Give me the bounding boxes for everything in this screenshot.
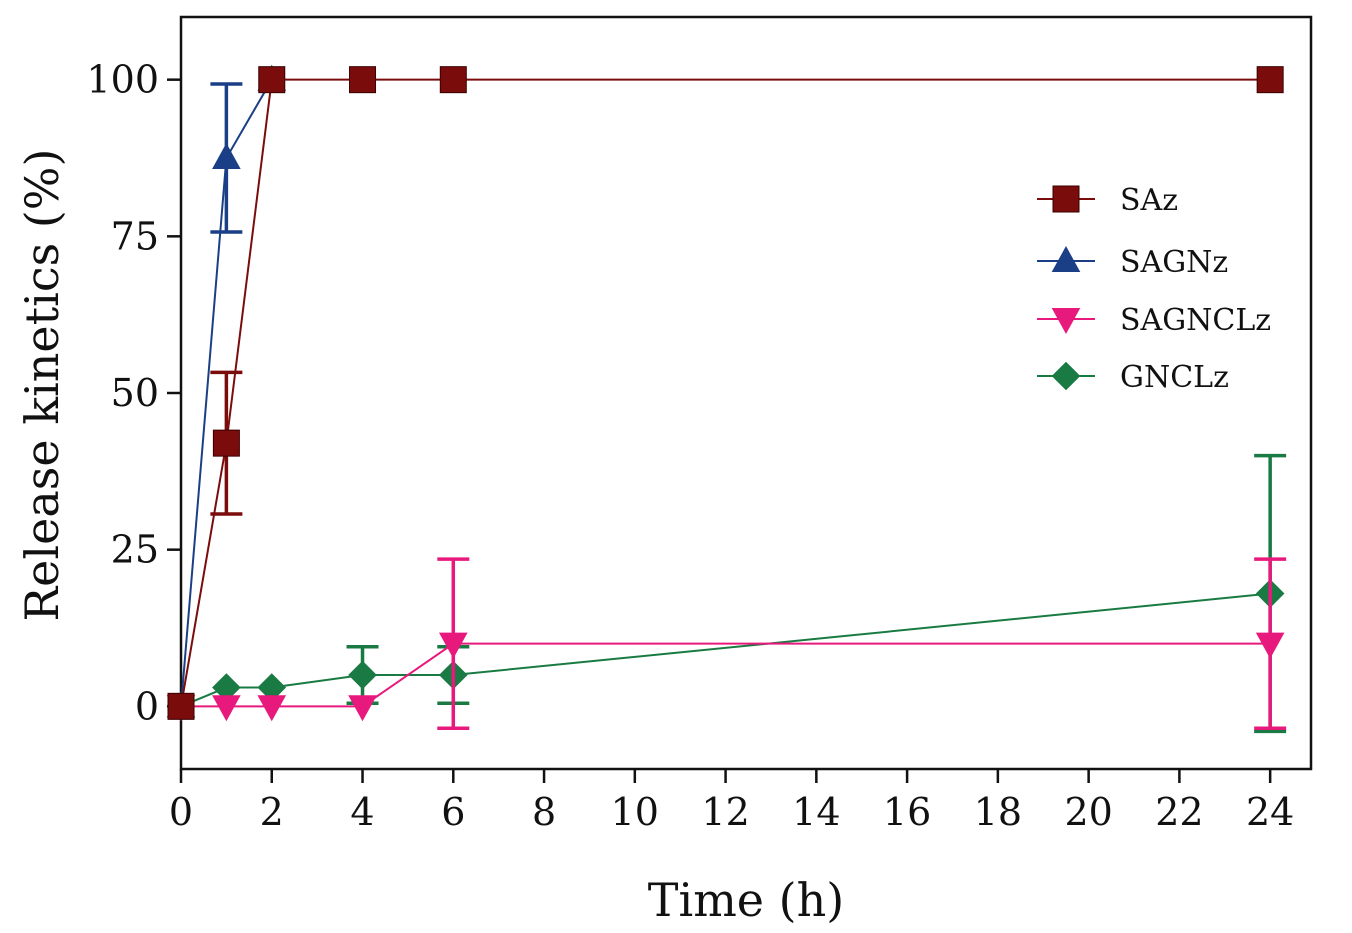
legend-marker-saz [1052, 185, 1080, 213]
y-axis-title: Release kinetics (%) [15, 149, 69, 622]
y-tick-label: 100 [86, 58, 159, 102]
legend-marker-gnclz [1051, 361, 1081, 391]
x-tick-label: 22 [1155, 790, 1203, 834]
legend-marker-sagnclz [1051, 307, 1081, 334]
data-point-saz [1256, 66, 1284, 94]
series-line-saz [180, 78, 1271, 707]
data-point-saz [258, 66, 286, 94]
x-tick-label: 20 [1064, 790, 1112, 834]
series-line-gnclz [180, 592, 1271, 708]
x-tick-label: 24 [1246, 790, 1294, 834]
legend: SAz SAGNz SAGNCLz GNCLz [1037, 183, 1271, 395]
legend-marker-sagnz [1051, 246, 1081, 273]
data-point-sagnclz [1255, 632, 1285, 659]
data-point-saz [349, 66, 377, 94]
x-tick-label: 18 [974, 790, 1022, 834]
y-tick-label: 50 [111, 371, 159, 415]
legend-label-saz: SAz [1120, 183, 1178, 218]
data-point-sagnclz [348, 695, 377, 722]
y-tick-label: 75 [111, 214, 159, 258]
y-tick-label: 25 [111, 528, 159, 572]
legend-item-sagnclz: SAGNCLz [1037, 303, 1271, 338]
x-axis-title: Time (h) [648, 873, 844, 927]
x-tick-label: 12 [701, 790, 749, 834]
data-point-gnclz [212, 673, 241, 702]
series-gnclz [166, 453, 1287, 734]
y-axis-ticks: 0 25 50 75 100 [86, 58, 181, 728]
series-sagnclz [166, 557, 1287, 731]
x-tick-label: 2 [260, 790, 284, 834]
y-tick-label: 0 [135, 684, 159, 728]
x-tick-label: 10 [611, 790, 659, 834]
data-point-sagnclz [212, 695, 241, 722]
legend-item-sagnz: SAGNz [1037, 245, 1228, 280]
x-tick-label: 6 [441, 790, 465, 834]
data-point-sagnclz [257, 695, 287, 722]
data-point-sagnclz [438, 632, 468, 659]
x-axis-ticks: 0 2 4 6 8 10 12 14 16 18 20 22 24 [169, 769, 1294, 834]
data-point-sagnz [212, 143, 241, 170]
x-tick-label: 14 [792, 790, 840, 834]
data-point-gnclz [348, 660, 377, 690]
data-point-saz [167, 692, 195, 720]
series-saz [167, 66, 1284, 720]
legend-label-sagnz: SAGNz [1120, 245, 1228, 280]
series-layer [166, 64, 1287, 734]
x-tick-label: 8 [532, 790, 556, 834]
data-point-saz [212, 429, 240, 457]
x-tick-label: 4 [350, 790, 374, 834]
legend-label-sagnclz: SAGNCLz [1120, 303, 1271, 338]
legend-item-saz: SAz [1037, 183, 1178, 218]
data-point-gnclz [257, 673, 287, 702]
x-tick-label: 16 [883, 790, 931, 834]
data-point-saz [439, 66, 467, 94]
legend-label-gnclz: GNCLz [1120, 360, 1229, 395]
legend-item-gnclz: GNCLz [1037, 360, 1229, 395]
x-tick-label: 0 [169, 790, 193, 834]
series-line-sagnclz [181, 642, 1271, 708]
